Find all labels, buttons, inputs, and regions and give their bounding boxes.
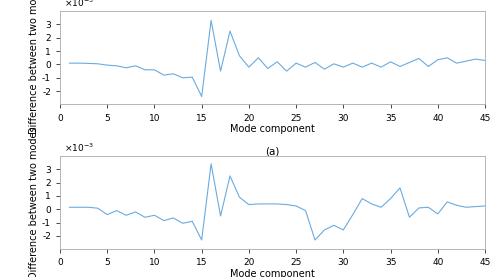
Text: $\times10^{-3}$: $\times10^{-3}$: [64, 0, 94, 9]
X-axis label: Mode component: Mode component: [230, 269, 315, 277]
Y-axis label: Difference between two modes: Difference between two modes: [29, 0, 39, 134]
X-axis label: Mode component: Mode component: [230, 124, 315, 134]
Text: $\times10^{-3}$: $\times10^{-3}$: [64, 142, 94, 154]
Text: (a): (a): [266, 147, 280, 157]
Y-axis label: Difference between two modes: Difference between two modes: [29, 126, 39, 277]
